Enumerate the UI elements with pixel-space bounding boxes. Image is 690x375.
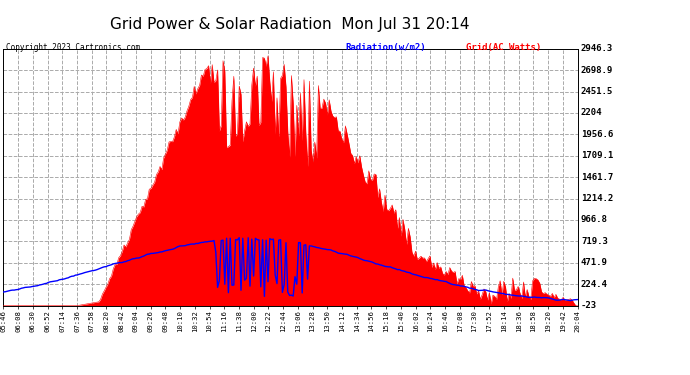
Text: 2204: 2204	[581, 108, 602, 117]
Text: 2451.5: 2451.5	[581, 87, 613, 96]
Text: 2698.9: 2698.9	[581, 66, 613, 75]
Text: 471.9: 471.9	[581, 258, 608, 267]
Text: 1461.7: 1461.7	[581, 172, 613, 182]
Text: Grid(AC Watts): Grid(AC Watts)	[466, 43, 541, 52]
Text: 224.4: 224.4	[581, 280, 608, 289]
Text: 719.3: 719.3	[581, 237, 608, 246]
Text: Radiation(w/m2): Radiation(w/m2)	[345, 43, 426, 52]
Text: 2946.3: 2946.3	[581, 44, 613, 53]
Text: Grid Power & Solar Radiation  Mon Jul 31 20:14: Grid Power & Solar Radiation Mon Jul 31 …	[110, 17, 470, 32]
Text: 1709.1: 1709.1	[581, 151, 613, 160]
Text: -23: -23	[581, 301, 597, 310]
Text: 1214.2: 1214.2	[581, 194, 613, 203]
Text: 966.8: 966.8	[581, 216, 608, 225]
Text: Copyright 2023 Cartronics.com: Copyright 2023 Cartronics.com	[6, 43, 139, 52]
Text: 1956.6: 1956.6	[581, 130, 613, 139]
